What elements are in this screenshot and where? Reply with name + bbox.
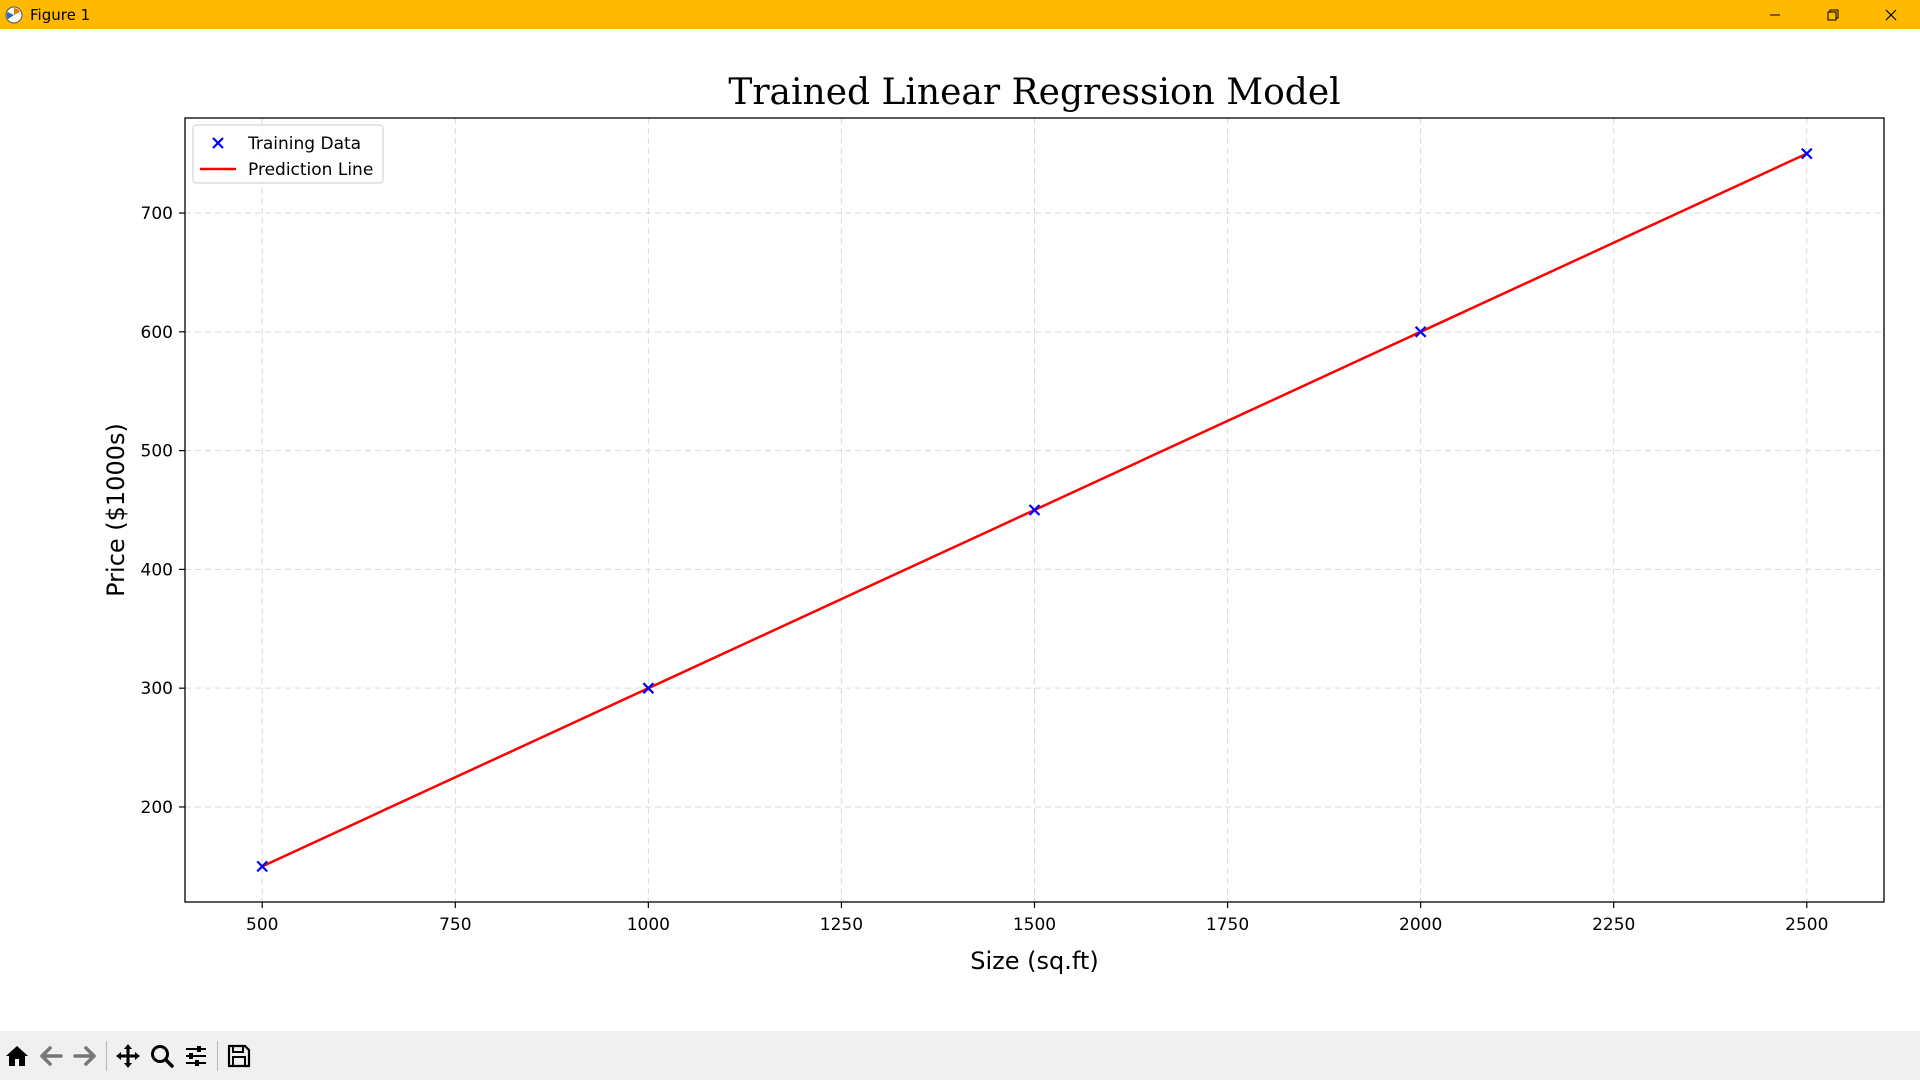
y-axis-label: Price ($1000s) xyxy=(102,423,130,597)
training-data-point xyxy=(1800,147,1813,160)
save-icon xyxy=(227,1044,251,1067)
x-tick-label: 1750 xyxy=(1206,915,1249,935)
home-button[interactable] xyxy=(0,1038,34,1074)
chart-svg: 500 750 1000 1250 1500 1750 2000 2250 2500 200 30… xyxy=(102,72,1885,975)
minimize-icon xyxy=(1770,14,1780,15)
restore-button[interactable] xyxy=(1804,0,1862,29)
x-axis-ticks: 500 750 1000 1250 1500 1750 2000 2250 2500 xyxy=(246,902,1828,935)
toolbar-separator xyxy=(217,1040,218,1071)
navigation-toolbar xyxy=(0,1031,1920,1080)
x-tick-label: 2000 xyxy=(1399,915,1442,935)
x-tick-label: 2250 xyxy=(1592,915,1635,935)
y-tick-label: 600 xyxy=(141,323,173,343)
save-button[interactable] xyxy=(222,1038,256,1074)
x-tick-label: 2500 xyxy=(1785,915,1828,935)
restore-icon xyxy=(1827,9,1839,20)
back-button[interactable] xyxy=(34,1038,68,1074)
pan-icon xyxy=(116,1043,140,1068)
forward-arrow-icon xyxy=(73,1045,96,1066)
plot-series xyxy=(256,147,1813,873)
x-tick-label: 1250 xyxy=(820,915,863,935)
legend: Training Data Prediction Line xyxy=(192,124,384,184)
legend-label: Training Data xyxy=(247,134,361,154)
figure-canvas[interactable]: 500 750 1000 1250 1500 1750 2000 2250 2500 200 30… xyxy=(0,29,1920,1031)
zoom-icon xyxy=(151,1044,174,1068)
legend-box xyxy=(192,124,384,184)
toolbar-separator xyxy=(106,1040,107,1071)
close-icon xyxy=(1885,9,1897,20)
y-tick-label: 700 xyxy=(141,204,173,224)
y-tick-label: 500 xyxy=(141,442,173,462)
x-tick-label: 500 xyxy=(246,915,278,935)
minimize-button[interactable] xyxy=(1746,0,1804,29)
y-tick-label: 300 xyxy=(141,679,173,699)
training-data-point xyxy=(642,682,655,694)
y-axis-ticks: 200 300 400 500 600 700 xyxy=(141,204,185,818)
close-button[interactable] xyxy=(1862,0,1920,29)
configure-subplots-button[interactable] xyxy=(179,1038,213,1074)
x-axis-label: Size (sq.ft) xyxy=(970,947,1098,975)
training-data-point xyxy=(1028,504,1041,516)
y-tick-label: 400 xyxy=(141,560,173,580)
x-tick-label: 1000 xyxy=(627,915,670,935)
training-data-point xyxy=(1414,326,1427,338)
zoom-button[interactable] xyxy=(145,1038,179,1074)
home-icon xyxy=(6,1045,28,1066)
window-controls xyxy=(1746,0,1920,29)
legend-marker-training-data xyxy=(212,137,224,149)
y-tick-label: 200 xyxy=(141,798,173,818)
legend-label: Prediction Line xyxy=(248,160,373,180)
pan-button[interactable] xyxy=(111,1038,145,1074)
back-arrow-icon xyxy=(40,1045,63,1066)
title-bar[interactable]: Figure 1 xyxy=(0,0,1920,29)
window-title: Figure 1 xyxy=(30,5,91,24)
training-data-point xyxy=(256,860,269,873)
forward-button[interactable] xyxy=(68,1038,102,1074)
chart-title: Trained Linear Regression Model xyxy=(728,72,1340,113)
x-tick-label: 1500 xyxy=(1013,915,1056,935)
grid xyxy=(185,118,1884,902)
x-tick-label: 750 xyxy=(439,915,471,935)
matplotlib-app-icon xyxy=(4,5,24,25)
configure-subplots-icon xyxy=(186,1045,206,1066)
